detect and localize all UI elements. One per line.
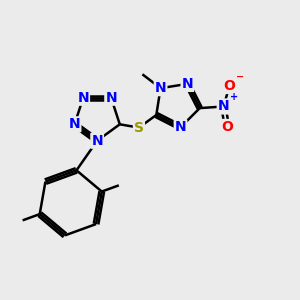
Text: N: N [175,120,186,134]
Text: −: − [236,72,244,82]
Text: N: N [218,100,229,113]
Text: O: O [221,120,233,134]
Text: N: N [69,117,80,131]
Text: N: N [105,91,117,105]
Text: N: N [182,77,193,91]
Text: N: N [91,134,103,148]
Text: N: N [77,91,89,105]
Text: S: S [134,121,144,135]
Text: O: O [224,79,236,93]
Text: N: N [155,81,167,95]
Text: +: + [230,92,238,102]
